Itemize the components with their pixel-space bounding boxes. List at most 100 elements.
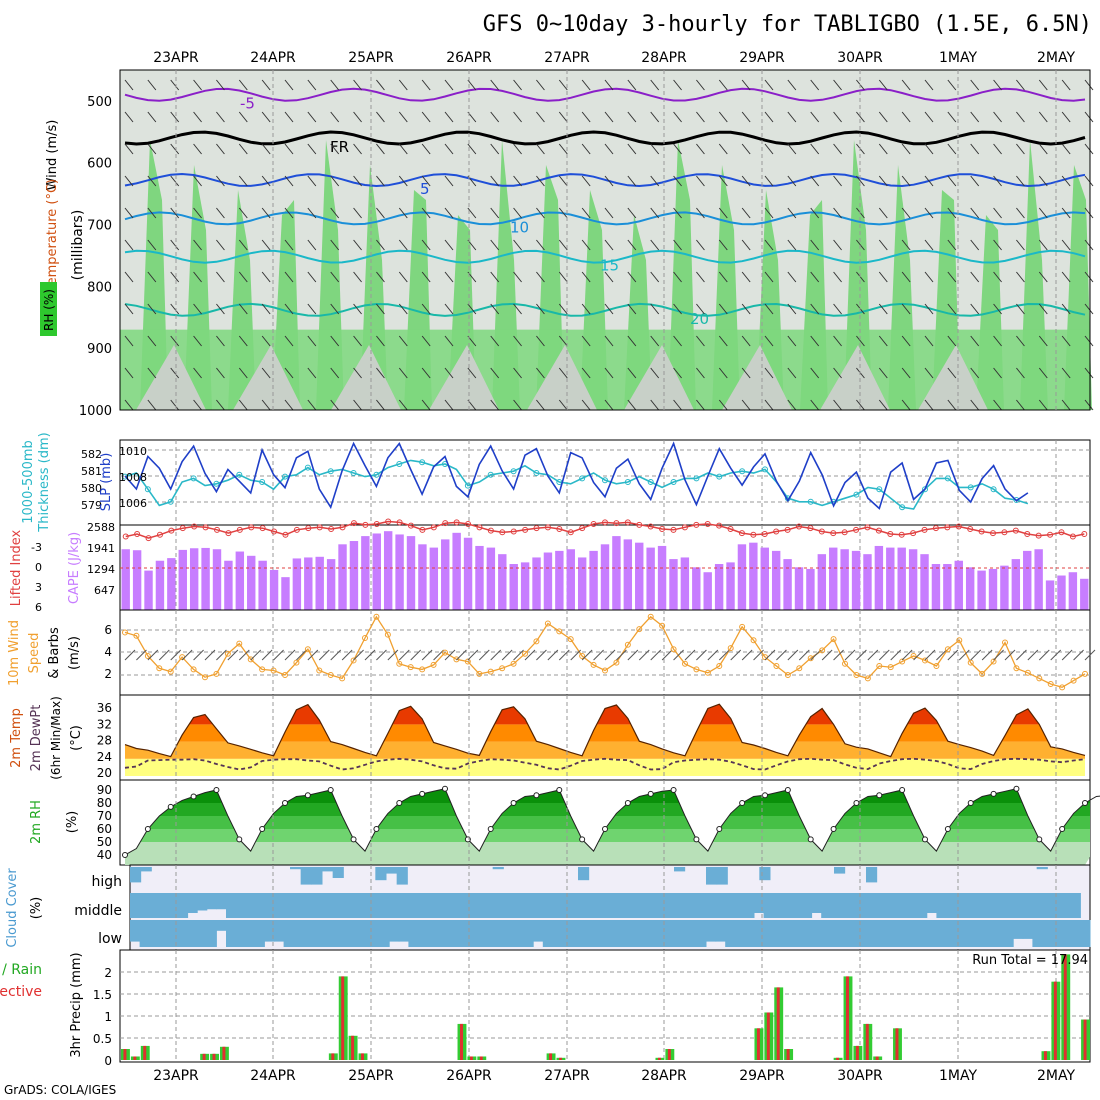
cloud-cell <box>197 920 208 947</box>
thickness-point <box>922 486 928 493</box>
date-label-bottom: 23APR <box>153 1068 199 1084</box>
surface-wind-barb <box>867 649 879 661</box>
wind-barb <box>284 303 294 315</box>
li-point <box>955 523 962 530</box>
cloud-cell <box>514 893 525 918</box>
wind-barb <box>741 367 751 379</box>
surface-wind-barb <box>776 649 787 661</box>
surface-wind-barb <box>947 649 959 661</box>
wind-barb <box>124 335 134 347</box>
wind-speed-point <box>842 660 848 667</box>
wind-barb <box>764 399 774 411</box>
wind-barb <box>673 207 682 219</box>
wind-barb <box>787 79 797 91</box>
wind-barb <box>1061 79 1071 91</box>
wind-barb <box>833 207 842 219</box>
wind-barb <box>947 271 957 283</box>
wind-barb <box>398 143 408 155</box>
cloud-cell <box>686 920 697 947</box>
cloud-cell <box>216 893 227 910</box>
rh-point <box>464 836 471 843</box>
rh-point <box>922 836 928 843</box>
cloud-cell <box>187 920 198 947</box>
cloud-cell <box>725 893 736 918</box>
wind-barb <box>238 143 248 155</box>
precip-convective-bar <box>459 1023 463 1060</box>
wind-speed-point <box>133 632 140 639</box>
cloud-cell <box>734 893 745 918</box>
cloud-cell <box>773 920 784 947</box>
wind-barb <box>718 335 728 347</box>
wind-barb <box>330 143 340 155</box>
pressure-tick: 500 <box>87 95 112 110</box>
wind-barb <box>330 303 340 315</box>
wind-speed-point <box>887 664 894 671</box>
wind-barb <box>238 399 248 411</box>
wind-barb <box>193 367 202 379</box>
wind-barb <box>970 239 980 251</box>
wind-barb <box>627 399 637 411</box>
cloud-cell <box>312 920 323 947</box>
cape-bar <box>737 544 747 610</box>
wind-barb <box>284 239 294 251</box>
isotherm-label: 20 <box>690 310 709 328</box>
wind-barb <box>330 399 340 411</box>
wind-barb <box>536 399 545 411</box>
cape-tick: 1294 <box>87 563 115 576</box>
cape-bar <box>806 568 815 610</box>
wind-barb <box>581 367 591 379</box>
date-label-top: 2MAY <box>1037 50 1075 66</box>
wind-barb <box>398 175 408 187</box>
cape-tick: 2588 <box>87 521 115 534</box>
surface-wind-barb <box>296 649 307 661</box>
li-point <box>259 525 266 532</box>
cloud-cell <box>311 867 323 885</box>
label-2m-rh: 2m RH <box>29 800 44 844</box>
wind-barb <box>1038 111 1048 123</box>
wind-barb <box>216 303 225 315</box>
precip-convective-bar <box>558 1057 562 1060</box>
cloud-cell <box>149 920 160 947</box>
wind-barb <box>513 207 522 219</box>
wind-speed-point <box>670 646 677 653</box>
cloud-cell <box>696 920 707 947</box>
cloud-cell <box>264 920 275 942</box>
cloud-cell <box>571 893 582 918</box>
wind-barb <box>696 335 705 347</box>
wind-barb <box>878 207 888 219</box>
cloud-cell <box>494 920 505 947</box>
cloud-cell <box>274 920 285 942</box>
surface-wind-barb <box>433 649 444 661</box>
wind-barb <box>444 207 454 219</box>
cloud-cell <box>331 893 342 918</box>
wind-barb <box>856 175 865 187</box>
cloud-cell <box>619 893 630 918</box>
wind-barb <box>650 79 660 91</box>
label-cloud-cover: Cloud Cover <box>5 868 20 948</box>
wind-barb <box>558 79 568 91</box>
surface-wind-barb <box>330 649 342 661</box>
isotherm-line <box>124 302 1086 317</box>
wind-barb <box>741 143 751 155</box>
li-point <box>442 520 449 527</box>
cloud-cell <box>907 893 918 918</box>
wind-barb <box>718 239 728 251</box>
cape-bar <box>977 570 986 610</box>
thickness-point <box>327 468 334 475</box>
rh-point <box>373 826 380 832</box>
li-point <box>773 528 780 535</box>
cloud-cell <box>485 920 496 947</box>
cloud-cell <box>542 893 553 918</box>
cloud-cell <box>759 867 771 881</box>
surface-wind-barb <box>901 649 913 661</box>
precip-convective-bar <box>361 1053 364 1060</box>
wind-barb <box>810 335 820 347</box>
wind-barb <box>467 303 477 315</box>
surface-wind-barb <box>593 649 604 661</box>
li-point <box>556 525 563 532</box>
wind-barb <box>444 303 454 315</box>
precip-convective-bar <box>846 976 849 1060</box>
wind-barb <box>147 143 157 155</box>
wind-speed-point <box>350 657 357 664</box>
precip-convective-bar <box>549 1053 553 1060</box>
